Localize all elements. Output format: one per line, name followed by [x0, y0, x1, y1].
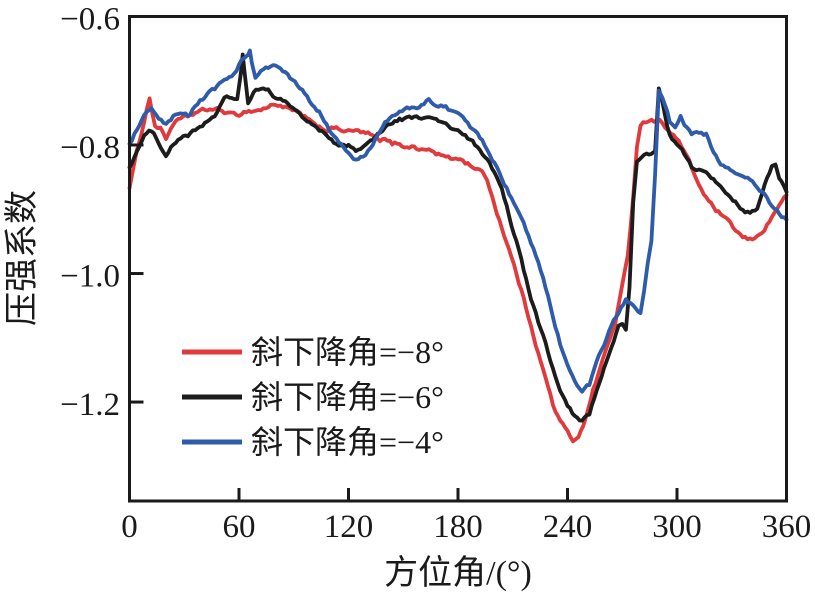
x-tick-label: 60 [223, 509, 256, 545]
y-tick-label: −0.6 [60, 2, 120, 38]
x-tick-label: 360 [762, 509, 812, 545]
series-line-0 [127, 96, 789, 444]
x-axis-title: 方位角/(°) [384, 554, 532, 592]
plot-frame [128, 15, 788, 503]
x-tick-label: 180 [433, 509, 483, 545]
x-tick-label: 120 [324, 509, 374, 545]
series-curves [127, 48, 789, 444]
axis-ticks [131, 143, 679, 500]
y-tick-label: −1.2 [60, 387, 120, 423]
x-tick-label: 240 [543, 509, 593, 545]
y-axis-title: 压强系数 [3, 190, 41, 326]
x-tick-label: 0 [121, 509, 138, 545]
x-tick-label: 300 [652, 509, 702, 545]
series-line-2 [127, 48, 789, 394]
legend-label: 斜下降角=−4° [251, 424, 444, 460]
legend-label: 斜下降角=−6° [251, 379, 444, 415]
legend-label: 斜下降角=−8° [251, 334, 444, 370]
y-tick-label: −0.8 [60, 130, 120, 166]
legend: 斜下降角=−8° 斜下降角=−6° 斜下降角=−4° [182, 334, 444, 460]
series-line-1 [127, 52, 789, 423]
y-tick-label: −1.0 [60, 259, 120, 295]
